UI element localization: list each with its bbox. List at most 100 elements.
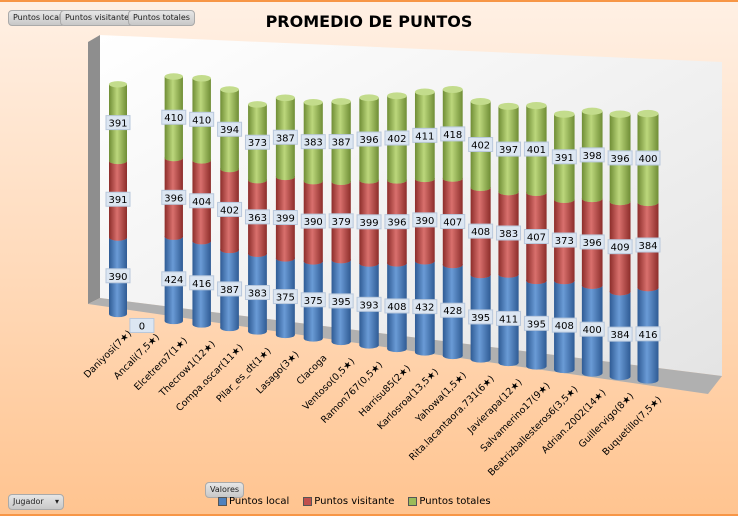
data-label-box: [440, 126, 466, 142]
cylinder-segment-top: [470, 98, 491, 106]
data-label: 428: [443, 306, 462, 317]
data-label-box: [300, 134, 326, 150]
data-label: 373: [248, 138, 267, 149]
cylinder-segment-bottom: [526, 277, 547, 285]
data-label: 402: [220, 205, 239, 216]
dropdown-arrow-icon: ▾: [54, 497, 59, 506]
legend: Puntos local Puntos visitante Puntos tot…: [218, 496, 491, 507]
cylinder-segment-bottom: [554, 365, 575, 374]
data-label-box: [328, 134, 354, 150]
cylinder-segment-bottom: [414, 348, 435, 356]
data-label: 409: [611, 243, 630, 254]
cylinder-segment-bottom: [442, 261, 463, 269]
data-label: 399: [276, 214, 295, 225]
category-label: Buquetillo(7,5★): [601, 394, 665, 458]
data-label: 411: [499, 314, 518, 325]
field-button-puntos-totales[interactable]: Puntos totales: [128, 10, 195, 26]
cylinder-segment-bottom: [164, 233, 183, 240]
data-label: 416: [638, 330, 657, 341]
data-label-box: [579, 321, 605, 337]
category-label: Javierapa(12★): [465, 377, 525, 437]
cylinder-segment-bottom: [303, 177, 323, 185]
data-label: 387: [276, 133, 295, 144]
data-label: 387: [332, 138, 351, 149]
cylinder-segment-top: [192, 75, 211, 82]
legend-item-local: Puntos local: [218, 496, 289, 507]
cylinder-segment-top: [248, 101, 267, 108]
data-label-box: [217, 121, 243, 137]
cylinder-segment-bottom: [275, 173, 295, 181]
cylinder-segment-top: [220, 86, 239, 93]
jugador-label: Jugador: [13, 497, 44, 506]
data-label: 391: [108, 119, 127, 130]
cylinder-segment-bottom: [526, 188, 547, 197]
data-label: 396: [387, 218, 406, 229]
data-label: 402: [471, 141, 490, 152]
data-label: 396: [611, 154, 630, 165]
data-label: 391: [555, 153, 574, 164]
data-label: 395: [527, 319, 546, 330]
legend-item-visitante: Puntos visitante: [303, 496, 394, 507]
legend-swatch: [218, 496, 227, 506]
cylinder-segment-bottom: [581, 194, 603, 203]
cylinder-segment-top: [331, 98, 351, 105]
data-label-box: [551, 232, 577, 248]
data-label-box: [496, 225, 522, 241]
cylinder-segment-bottom: [387, 345, 407, 353]
jugador-filter-button[interactable]: Jugador ▾: [8, 494, 64, 510]
cylinder-segment-bottom: [470, 355, 491, 363]
cylinder-segment-bottom: [442, 352, 463, 360]
data-label: 395: [332, 297, 351, 308]
data-label: 0: [139, 321, 145, 332]
cylinder-segment-top: [164, 73, 183, 80]
legend-swatch: [303, 496, 313, 506]
cylinder-segment-bottom: [359, 176, 379, 184]
cylinder-segment-bottom: [470, 271, 491, 279]
side-wall: [88, 35, 100, 304]
chart-title: PROMEDIO DE PUNTOS: [265, 12, 473, 31]
cylinder-segment-bottom: [609, 372, 631, 381]
data-label-box: [244, 134, 270, 150]
cylinder-segment-bottom: [331, 178, 351, 185]
cylinder-segment-bottom: [248, 250, 267, 257]
data-label: 407: [527, 233, 546, 244]
cylinder-segment-bottom: [220, 165, 239, 173]
data-label-box: [300, 213, 326, 229]
category-label: Guillervigo(8★): [577, 391, 636, 450]
cylinder-segment-bottom: [498, 359, 519, 367]
data-label-box: [272, 289, 298, 305]
cylinder-segment-top: [414, 88, 435, 96]
data-label: 396: [583, 238, 602, 249]
data-label: 432: [415, 303, 434, 314]
data-label-box: [607, 239, 633, 255]
cylinder-segment-bottom: [359, 341, 379, 349]
cylinder-segment-bottom: [637, 198, 659, 207]
data-label: 394: [220, 125, 239, 136]
cylinder-segment-bottom: [220, 246, 239, 254]
data-label-box: [412, 212, 438, 228]
data-label-box: [328, 213, 354, 229]
data-label: 398: [583, 151, 602, 162]
cylinder-segment-bottom: [609, 288, 631, 296]
data-label: 402: [387, 134, 406, 145]
data-label: 363: [248, 213, 267, 224]
data-label: 384: [638, 241, 657, 252]
cylinder-segment-bottom: [248, 176, 267, 184]
data-label-box: [412, 299, 438, 315]
cylinder-segment-bottom: [109, 310, 127, 318]
cylinder-segment-top: [526, 102, 547, 110]
data-label-box: [161, 271, 187, 287]
cylinder-segment-top: [609, 110, 631, 118]
category-label: Pilar_es_dt(1★): [215, 346, 274, 405]
cylinder-segment-top: [359, 94, 379, 102]
data-label: 379: [332, 217, 351, 228]
cylinder-segment-bottom: [526, 362, 547, 370]
data-label-box: [384, 130, 410, 146]
data-label-box: [579, 234, 605, 250]
data-label-box: [468, 137, 494, 153]
data-label-box: [105, 191, 131, 207]
data-label: 424: [164, 275, 183, 286]
data-label-box: [161, 189, 187, 205]
